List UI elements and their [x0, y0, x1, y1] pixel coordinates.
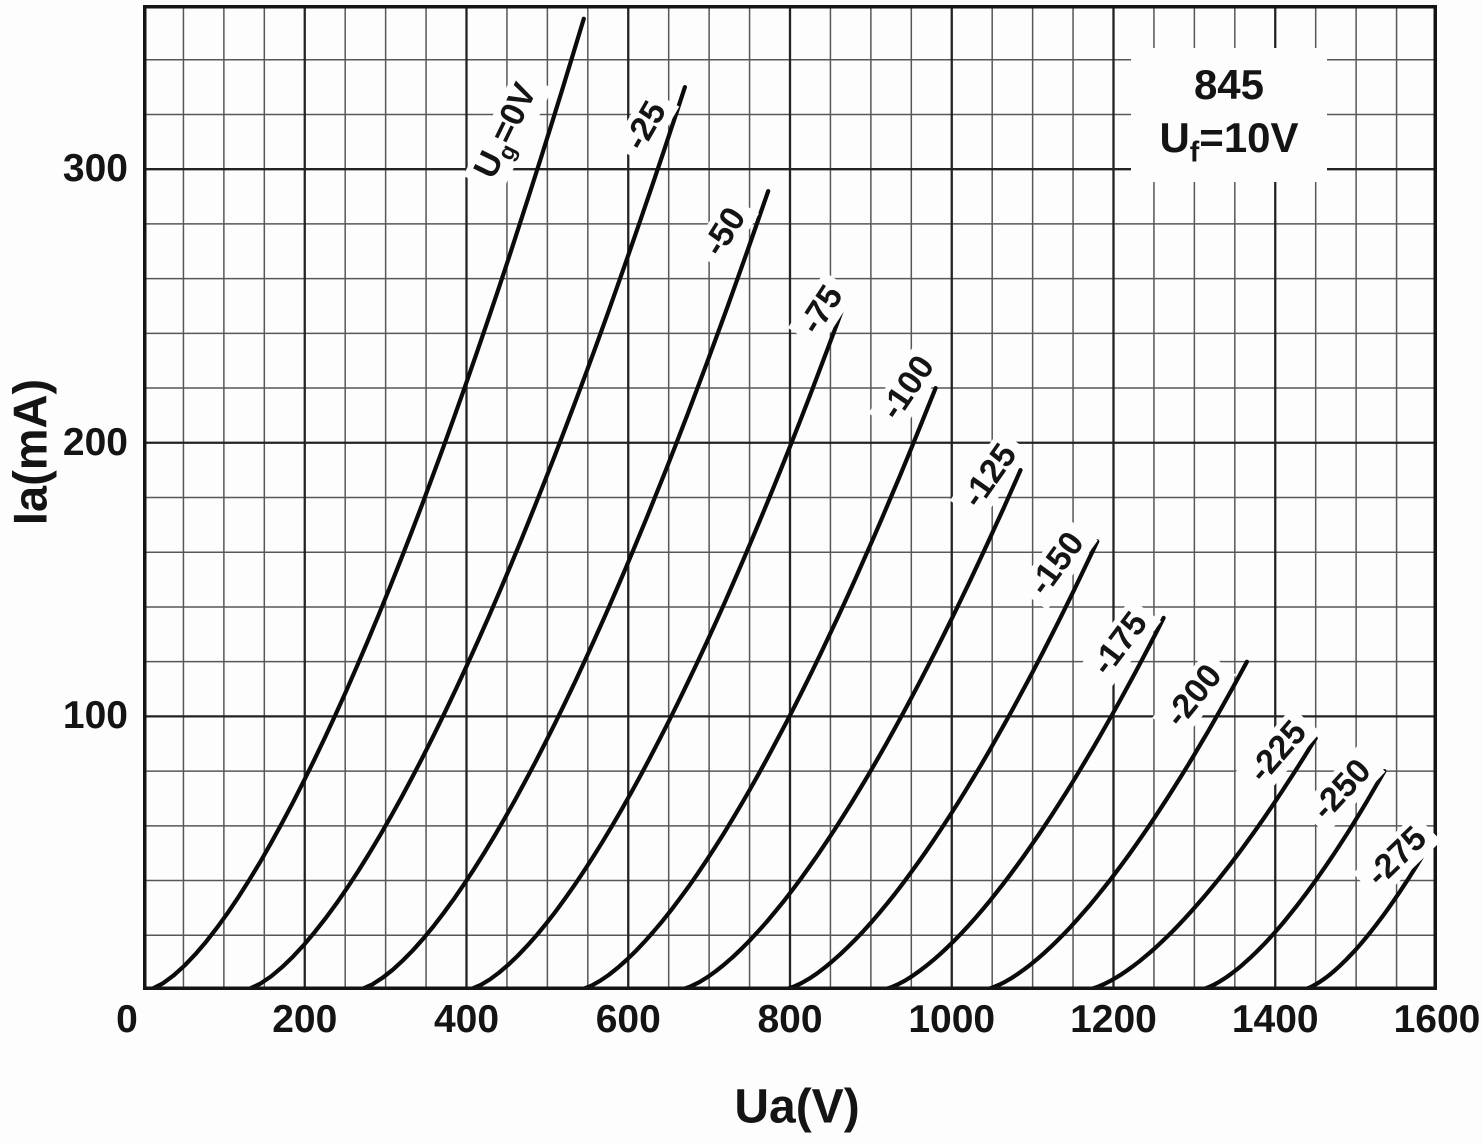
curve-ug--100: [580, 386, 938, 990]
plot-border: [143, 5, 1437, 990]
curve-ug--225: [1085, 736, 1318, 990]
curve-ug--150: [783, 539, 1100, 990]
x-tick-1400: 1400: [1231, 998, 1319, 1041]
x-tick-0: 0: [116, 998, 138, 1041]
curve-ug--50: [360, 189, 771, 990]
y-tick-200: 200: [62, 420, 128, 464]
x-tick-1200: 1200: [1070, 998, 1157, 1041]
curve-ug--275: [1300, 829, 1437, 990]
filament-voltage-label: Uf=10V: [1159, 113, 1299, 169]
y-tick-100: 100: [62, 694, 128, 738]
curve-ug--125: [680, 468, 1023, 990]
curve-ug--25: [247, 84, 688, 990]
curve-ug-0: [150, 16, 586, 990]
x-tick-1600: 1600: [1393, 998, 1481, 1041]
y-tick-300: 300: [62, 147, 128, 191]
curve-ug--250: [1198, 768, 1387, 990]
x-tick-600: 600: [595, 998, 661, 1041]
tube-type-label: 845: [1193, 61, 1265, 109]
curve-ug--175: [881, 615, 1166, 990]
x-axis-title: Ua(V): [734, 1080, 860, 1134]
x-tick-400: 400: [433, 998, 500, 1041]
x-tick-200: 200: [272, 998, 338, 1041]
curve-ug--200: [983, 659, 1250, 990]
x-tick-800: 800: [757, 998, 823, 1041]
characteristic-curves: [150, 16, 1437, 990]
tube-annotation: 845 Uf=10V: [1131, 48, 1327, 182]
curve-ug--75: [469, 295, 849, 990]
x-tick-1000: 1000: [908, 998, 996, 1041]
